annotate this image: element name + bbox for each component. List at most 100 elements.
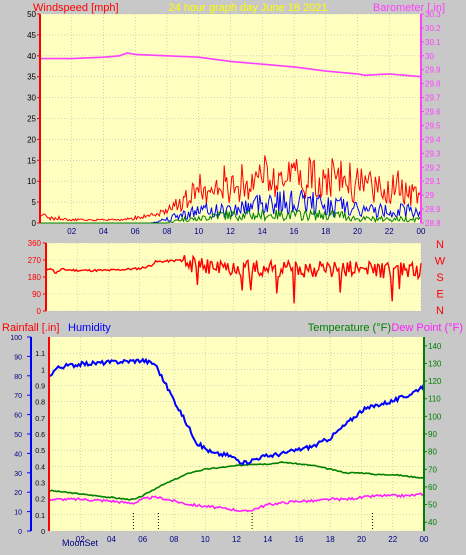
lower-time-label: 20 <box>357 535 366 544</box>
temperature-tick-label: 50 <box>428 501 437 510</box>
barometer-tick-label: 29.8 <box>425 80 441 89</box>
wind-time-label: 10 <box>194 227 203 236</box>
lower-time-labels: 02 04 06 08 10 12 14 16 18 20 22 00 <box>76 535 429 544</box>
wind-time-label: 12 <box>226 227 235 236</box>
temperature-tick-label: 40 <box>428 518 437 527</box>
barometer-tick-label: 29.3 <box>425 149 441 158</box>
barometer-tick-label: 29 <box>425 191 434 200</box>
direction-grid <box>46 242 422 312</box>
rainfall-tick-label: 0.4 <box>35 464 45 471</box>
humidity-tick-labels: 0 10 20 30 40 50 60 70 80 90 100 <box>10 335 31 536</box>
rainfall-axis-label: Rainfall [.in] <box>2 322 59 334</box>
compass-label: N <box>436 305 444 317</box>
wind-tick-label: 45 <box>27 31 36 40</box>
dewpoint-axis-label: Dew Point (°F) <box>391 322 463 334</box>
rainfall-tick-label: 1.1 <box>35 351 45 358</box>
rainfall-tick-label: 0.7 <box>35 416 45 423</box>
wind-time-label: 06 <box>131 227 140 236</box>
rainfall-tick-labels: 0 0.1 0.2 0.3 0.4 0.5 0.6 0.7 0.8 0.9 1 1.1 <box>35 351 45 536</box>
wind-time-label: 20 <box>353 227 362 236</box>
barometer-tick-label: 29.1 <box>425 177 441 186</box>
wind-direction-line <box>45 254 422 304</box>
humidity-axis-label: Humidity <box>68 322 111 334</box>
temperature-tick-label: 130 <box>428 359 442 368</box>
direction-tick-label: 90 <box>32 290 41 299</box>
humidity-tick-label: 50 <box>14 432 22 439</box>
barometer-tick-label: 29.6 <box>425 108 441 117</box>
chart-title: 24 hour graph day June 18 2021 <box>168 2 327 14</box>
moonset-label: MoonSet <box>62 538 99 548</box>
wind-time-label: 14 <box>258 227 267 236</box>
barometer-tick-label: 29.5 <box>425 121 441 130</box>
wind-tick-labels: 0 5 10 15 20 25 30 35 40 45 50 <box>27 10 40 228</box>
temperature-tick-label: 120 <box>428 377 442 386</box>
wind-tick-label: 35 <box>27 73 36 82</box>
humidity-tick-label: 0 <box>18 529 22 536</box>
temperature-tick-labels: 40 50 60 70 80 90 100 110 120 130 140 <box>424 342 442 527</box>
lower-time-label: 22 <box>388 535 397 544</box>
temperature-tick-label: 140 <box>428 342 442 351</box>
lower-time-label: 02 <box>76 535 85 544</box>
direction-tick-label: 0 <box>37 307 42 316</box>
wind-green-series <box>40 208 422 224</box>
barometer-axis-label: Barometer [.in] <box>373 2 445 14</box>
direction-tick-labels: 0 90 180 270 360 <box>28 239 46 316</box>
wind-time-labels: 02 04 06 08 10 12 14 16 18 20 22 00 <box>67 227 426 236</box>
direction-tick-label: 270 <box>28 256 42 265</box>
humidity-tick-label: 10 <box>14 510 22 517</box>
direction-tick-label: 360 <box>28 239 42 248</box>
wind-tick-label: 10 <box>27 177 36 186</box>
barometer-tick-labels: 28.8 28.9 29 29.1 29.2 29.3 29.4 29.5 29.6 29.7 29… <box>421 10 441 228</box>
lower-time-label: 18 <box>326 535 335 544</box>
wind-time-label: 16 <box>290 227 299 236</box>
humidity-tick-label: 40 <box>14 451 22 458</box>
lower-time-label: 08 <box>170 535 179 544</box>
barometer-tick-label: 29.9 <box>425 66 441 75</box>
wind-tick-label: 5 <box>32 198 37 207</box>
humidity-tick-label: 30 <box>14 471 22 478</box>
wind-time-label: 22 <box>385 227 394 236</box>
compass-label: S <box>436 272 443 284</box>
temperature-tick-label: 80 <box>428 448 437 457</box>
temperature-tick-label: 60 <box>428 483 437 492</box>
lower-time-label: 00 <box>420 535 429 544</box>
rainfall-tick-label: 0.5 <box>35 448 45 455</box>
compass-label: N <box>436 239 444 251</box>
wind-tick-label: 30 <box>27 94 36 103</box>
barometer-tick-label: 29.2 <box>425 163 441 172</box>
rainfall-tick-label: 0 <box>41 529 45 536</box>
wind-tick-label: 50 <box>27 10 36 19</box>
barometer-tick-label: 30.2 <box>425 24 441 33</box>
wind-time-label: 04 <box>99 227 108 236</box>
wind-tick-label: 25 <box>27 115 36 124</box>
barometer-tick-label: 28.9 <box>425 205 441 214</box>
barometer-tick-label: 28.8 <box>425 219 441 228</box>
wind-time-label: 00 <box>417 227 426 236</box>
humidity-line <box>48 357 425 466</box>
wind-series <box>39 155 422 224</box>
humidity-tick-label: 80 <box>14 374 22 381</box>
rainfall-tick-label: 1 <box>41 367 45 374</box>
rainfall-tick-label: 0.6 <box>35 432 45 439</box>
wind-tick-label: 40 <box>27 52 36 61</box>
rainfall-tick-label: 0.1 <box>35 513 45 520</box>
direction-tick-label: 180 <box>28 273 42 282</box>
wind-time-label: 02 <box>67 227 76 236</box>
humidity-tick-label: 90 <box>14 354 22 361</box>
temperature-line <box>48 461 425 501</box>
windspeed-axis-label: Windspeed [mph] <box>33 2 119 14</box>
humidity-tick-label: 100 <box>10 335 22 342</box>
barometer-tick-label: 30.3 <box>425 10 441 19</box>
lower-time-label: 12 <box>232 535 241 544</box>
humidity-tick-label: 20 <box>14 490 22 497</box>
rainfall-tick-label: 0.8 <box>35 400 45 407</box>
rainfall-tick-label: 0.2 <box>35 497 45 504</box>
compass-label: E <box>436 289 443 301</box>
barometer-tick-label: 30 <box>425 52 434 61</box>
barometer-tick-label: 29.4 <box>425 135 441 144</box>
barometer-line <box>40 52 422 78</box>
